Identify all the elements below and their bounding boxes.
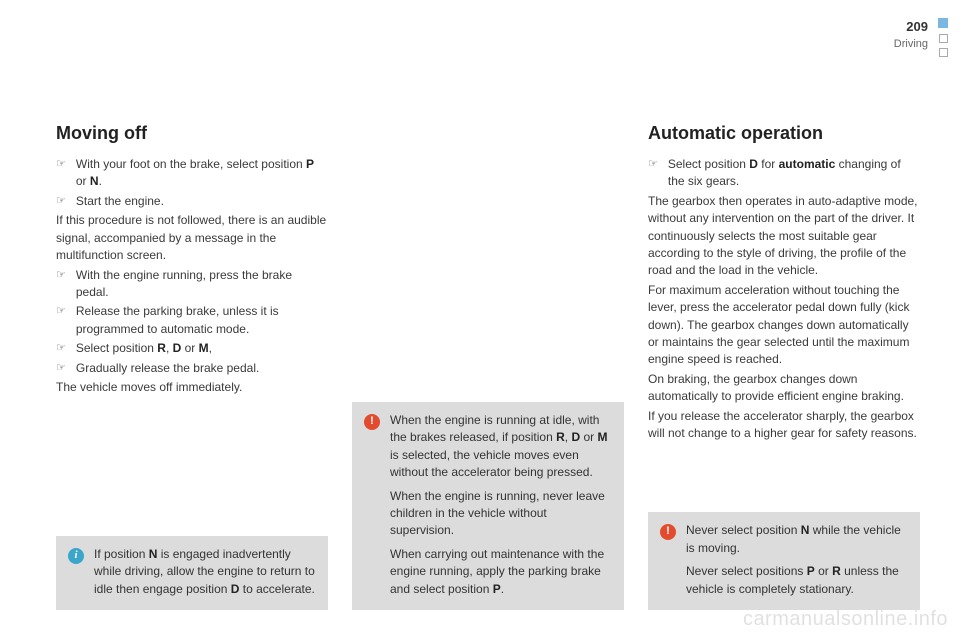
info-note-box: If position N is engaged inadvertently w… bbox=[56, 536, 328, 610]
bullet-item: ☞ With the engine running, press the brak… bbox=[56, 267, 328, 302]
paragraph: On braking, the gearbox changes down aut… bbox=[648, 371, 920, 406]
note-body: If position N is engaged inadvertently w… bbox=[94, 546, 316, 598]
watermark: carmanualsonline.info bbox=[743, 605, 948, 634]
bullet-item: ☞ Select position D for automatic changin… bbox=[648, 156, 920, 191]
note-paragraph: Never select position N while the vehicl… bbox=[686, 522, 908, 557]
paragraph: If you release the accelerator sharply, … bbox=[648, 408, 920, 443]
note-body: When the engine is running at idle, with… bbox=[390, 412, 612, 598]
bullet-symbol: ☞ bbox=[56, 303, 66, 338]
note-paragraph: If position N is engaged inadvertently w… bbox=[94, 546, 316, 598]
bullet-symbol: ☞ bbox=[56, 156, 66, 191]
bullet-symbol: ☞ bbox=[56, 340, 66, 358]
note-paragraph: When carrying out maintenance with the e… bbox=[390, 546, 612, 598]
bullet-text: With your foot on the brake, select posi… bbox=[76, 156, 328, 191]
bullet-text: Start the engine. bbox=[76, 193, 328, 211]
section-marker-outline bbox=[939, 48, 948, 57]
bullet-item: ☞ With your foot on the brake, select pos… bbox=[56, 156, 328, 191]
paragraph: If this procedure is not followed, there… bbox=[56, 212, 328, 264]
warning-note-box: Never select position N while the vehicl… bbox=[648, 512, 920, 610]
heading-automatic-operation: Automatic operation bbox=[648, 120, 920, 146]
note-paragraph: When the engine is running, never leave … bbox=[390, 488, 612, 540]
bullet-text: Gradually release the brake pedal. bbox=[76, 360, 328, 378]
bullet-symbol: ☞ bbox=[56, 360, 66, 378]
warning-icon bbox=[364, 414, 380, 430]
note-body: Never select position N while the vehicl… bbox=[686, 522, 908, 598]
paragraph: The gearbox then operates in auto-adapti… bbox=[648, 193, 920, 280]
bullet-text: Release the parking brake, unless it is … bbox=[76, 303, 328, 338]
paragraph: For maximum acceleration without touchin… bbox=[648, 282, 920, 369]
bullet-symbol: ☞ bbox=[56, 193, 66, 211]
page-header: 209 Driving bbox=[894, 18, 928, 53]
bullet-symbol: ☞ bbox=[648, 156, 658, 191]
heading-moving-off: Moving off bbox=[56, 120, 328, 146]
bullet-text: Select position D for automatic changing… bbox=[668, 156, 920, 191]
paragraph: The vehicle moves off immediately. bbox=[56, 379, 328, 396]
section-marker-filled bbox=[938, 18, 948, 28]
note-paragraph: When the engine is running at idle, with… bbox=[390, 412, 612, 482]
page-section-label: Driving bbox=[894, 37, 928, 53]
body-text: ☞ Select position D for automatic changin… bbox=[648, 156, 920, 444]
bullet-item: ☞ Select position R, D or M, bbox=[56, 340, 328, 358]
section-marker-outline bbox=[939, 34, 948, 43]
bullet-item: ☞ Gradually release the brake pedal. bbox=[56, 360, 328, 378]
info-icon bbox=[68, 548, 84, 564]
body-text: ☞ With your foot on the brake, select pos… bbox=[56, 156, 328, 399]
bullet-text: Select position R, D or M, bbox=[76, 340, 328, 358]
content-columns: Moving off ☞ With your foot on the brake,… bbox=[56, 120, 920, 610]
warning-note-box: When the engine is running at idle, with… bbox=[352, 402, 624, 610]
column-right: Automatic operation ☞ Select position D f… bbox=[648, 120, 920, 610]
bullet-symbol: ☞ bbox=[56, 267, 66, 302]
note-paragraph: Never select positions P or R unless the… bbox=[686, 563, 908, 598]
column-left: Moving off ☞ With your foot on the brake,… bbox=[56, 120, 328, 610]
bullet-text: With the engine running, press the brake… bbox=[76, 267, 328, 302]
column-middle: When the engine is running at idle, with… bbox=[352, 120, 624, 610]
bullet-item: ☞ Start the engine. bbox=[56, 193, 328, 211]
page-number: 209 bbox=[894, 18, 928, 37]
warning-icon bbox=[660, 524, 676, 540]
bullet-item: ☞ Release the parking brake, unless it is… bbox=[56, 303, 328, 338]
